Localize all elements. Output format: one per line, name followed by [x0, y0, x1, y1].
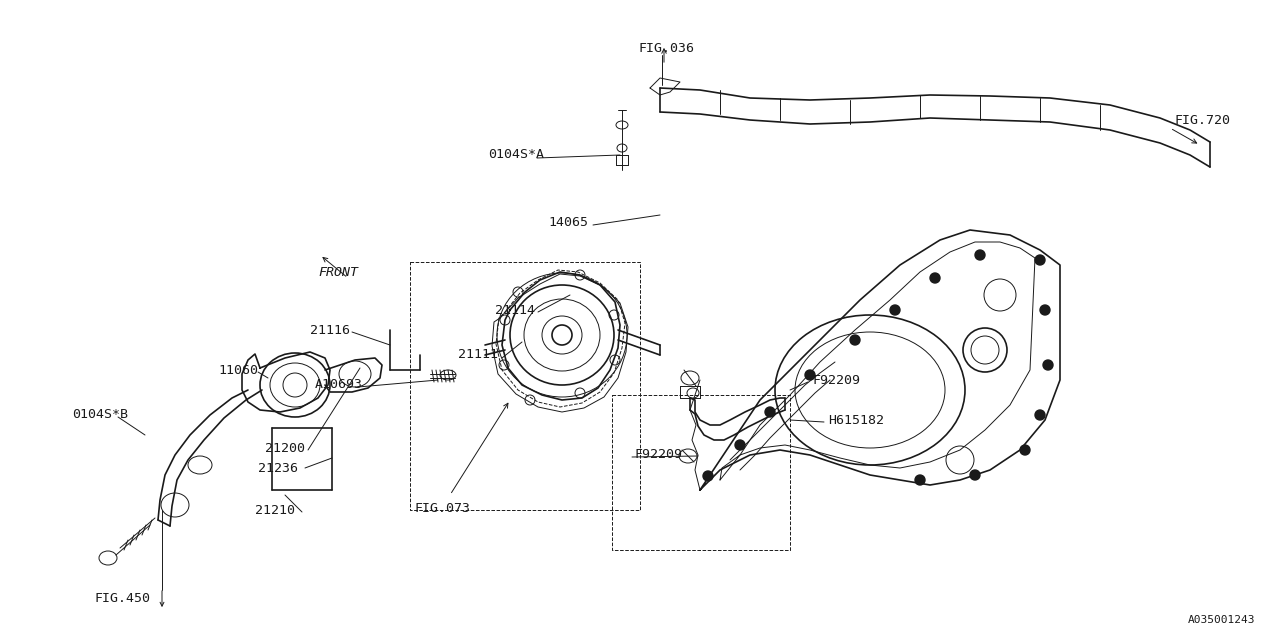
- Text: 21111: 21111: [458, 349, 498, 362]
- Text: H615182: H615182: [828, 413, 884, 426]
- Text: 0104S*A: 0104S*A: [488, 148, 544, 161]
- Text: FIG.720: FIG.720: [1175, 113, 1231, 127]
- Text: 14065: 14065: [548, 216, 588, 230]
- Circle shape: [890, 305, 900, 315]
- Circle shape: [1039, 305, 1050, 315]
- Text: 0104S*B: 0104S*B: [72, 408, 128, 422]
- Text: A035001243: A035001243: [1188, 615, 1254, 625]
- Text: FIG.036: FIG.036: [637, 42, 694, 54]
- Text: FIG.450: FIG.450: [95, 591, 151, 605]
- Text: A10693: A10693: [315, 378, 364, 392]
- Circle shape: [1020, 445, 1030, 455]
- Circle shape: [1036, 255, 1044, 265]
- Circle shape: [1036, 410, 1044, 420]
- Text: 21114: 21114: [495, 303, 535, 317]
- Text: 21116: 21116: [310, 323, 349, 337]
- Circle shape: [805, 370, 815, 380]
- Text: 21200: 21200: [265, 442, 305, 454]
- Circle shape: [970, 470, 980, 480]
- Circle shape: [703, 471, 713, 481]
- Circle shape: [975, 250, 986, 260]
- Text: F92209: F92209: [812, 374, 860, 387]
- Circle shape: [735, 440, 745, 450]
- Circle shape: [850, 335, 860, 345]
- Text: F92209: F92209: [635, 449, 684, 461]
- Circle shape: [765, 407, 774, 417]
- Circle shape: [931, 273, 940, 283]
- Circle shape: [915, 475, 925, 485]
- Circle shape: [1043, 360, 1053, 370]
- Text: 21236: 21236: [259, 461, 298, 474]
- Text: FIG.073: FIG.073: [415, 502, 471, 515]
- Text: 21210: 21210: [255, 504, 294, 516]
- Text: FRONT: FRONT: [317, 266, 358, 278]
- Text: 11060: 11060: [218, 364, 259, 376]
